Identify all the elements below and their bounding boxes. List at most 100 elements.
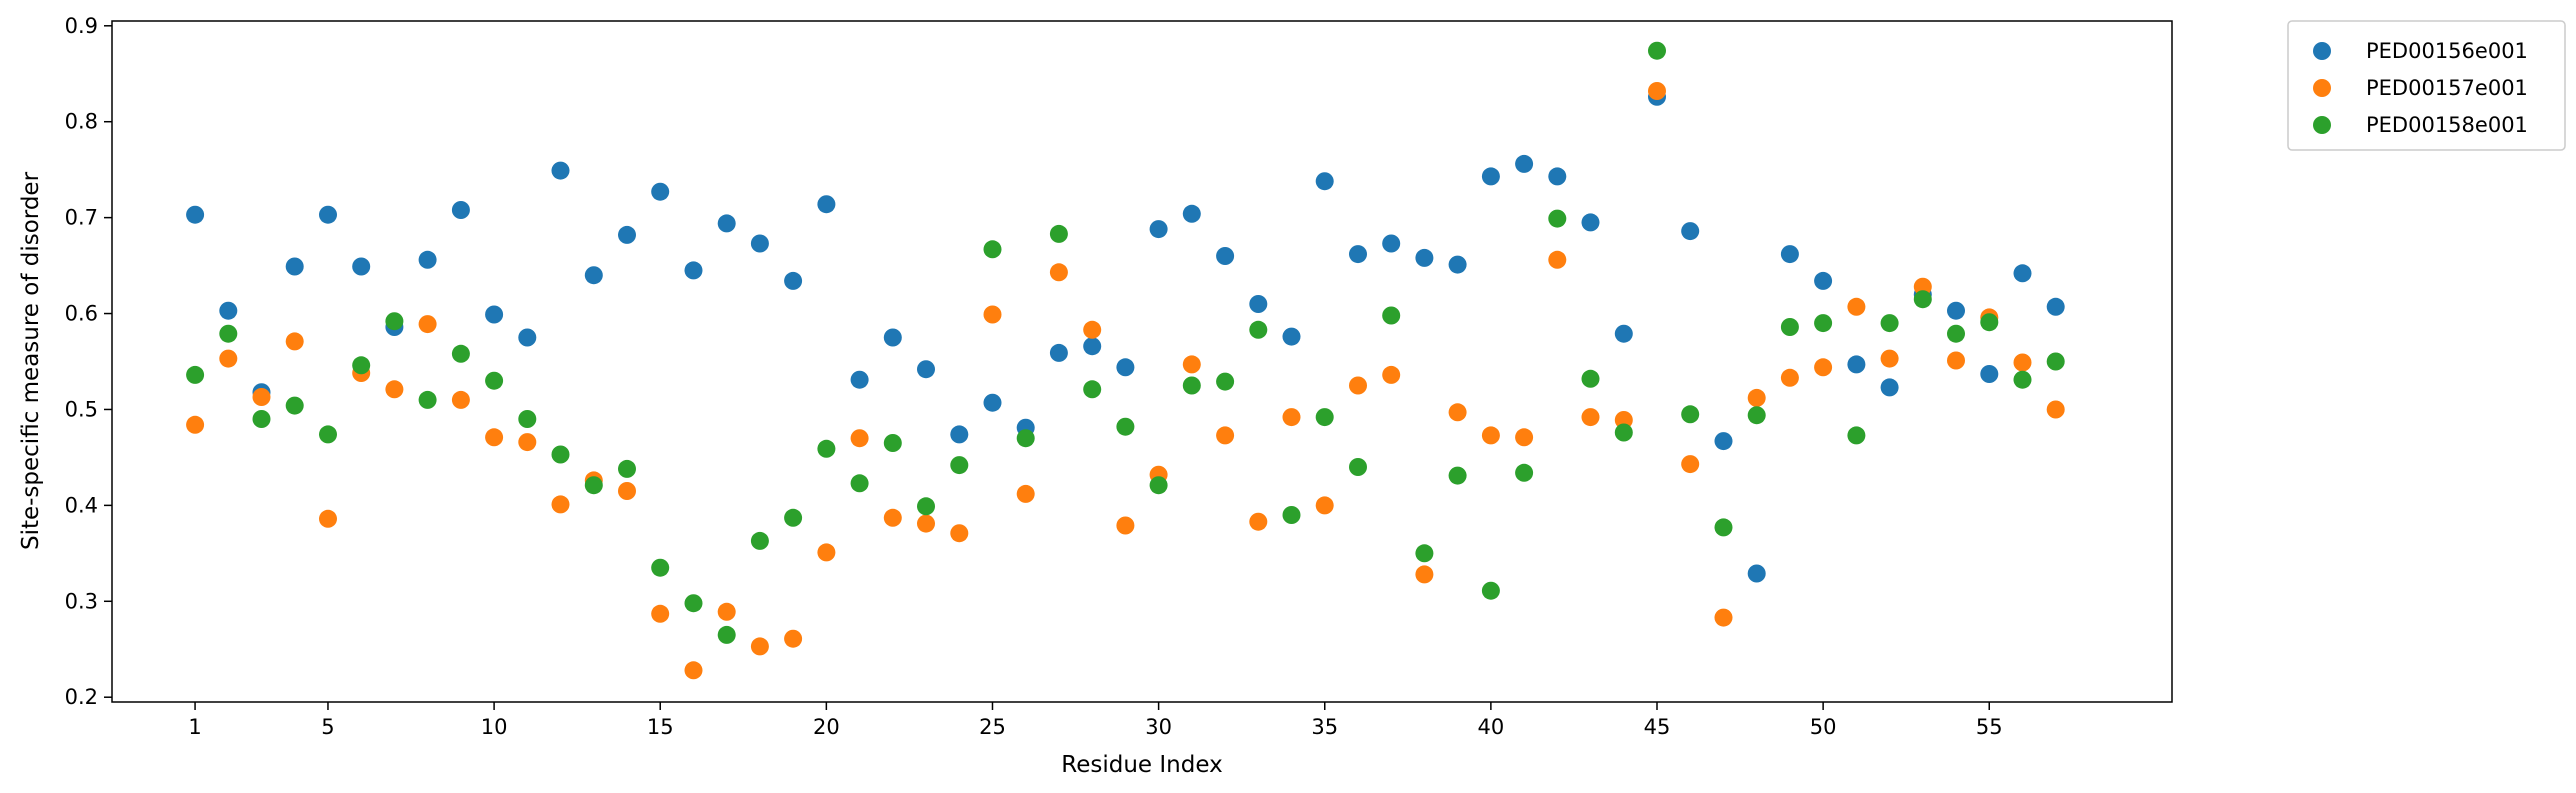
data-point xyxy=(518,328,537,347)
data-point xyxy=(684,594,703,613)
series-PED00158e001 xyxy=(186,41,2065,644)
data-point xyxy=(1681,405,1700,424)
y-tick-label: 0.9 xyxy=(65,14,98,38)
y-tick-label: 0.8 xyxy=(65,110,98,134)
data-point xyxy=(618,459,636,478)
data-point xyxy=(1415,248,1434,267)
data-point xyxy=(850,370,869,389)
data-point xyxy=(252,410,271,428)
data-point xyxy=(2046,400,2065,419)
data-point xyxy=(1515,428,1534,447)
data-point xyxy=(1149,476,1168,495)
data-point xyxy=(1814,314,1833,333)
x-tick-label: 45 xyxy=(1644,715,1671,739)
data-point xyxy=(684,261,703,280)
data-point xyxy=(1315,496,1334,515)
data-point xyxy=(385,312,404,331)
legend-box xyxy=(2287,20,2566,151)
data-point xyxy=(950,524,969,543)
data-point xyxy=(2013,264,2032,283)
data-point xyxy=(883,434,902,452)
data-point xyxy=(1349,245,1367,264)
data-point xyxy=(1149,220,1168,239)
data-point xyxy=(983,393,1002,412)
data-point xyxy=(1947,301,1965,320)
x-tick-label: 15 xyxy=(647,715,674,739)
data-point xyxy=(817,439,836,458)
data-point xyxy=(285,257,304,276)
y-tick-label: 0.7 xyxy=(65,206,98,230)
data-point xyxy=(817,543,836,562)
legend-items: PED00156e001 PED00157e001 PED00158e001 xyxy=(2313,39,2528,137)
data-point xyxy=(618,225,636,244)
data-point xyxy=(651,182,670,201)
data-point xyxy=(1282,506,1301,524)
data-point xyxy=(1349,376,1367,395)
data-point xyxy=(451,201,470,219)
data-point xyxy=(1116,516,1135,535)
data-point xyxy=(1947,324,1965,343)
data-point xyxy=(1847,355,1866,374)
data-point xyxy=(319,205,337,224)
data-point xyxy=(1515,463,1534,482)
data-point xyxy=(2013,353,2032,372)
x-tick-label: 55 xyxy=(1976,715,2003,739)
data-point xyxy=(1648,82,1666,100)
data-point xyxy=(750,637,769,656)
data-point xyxy=(950,425,969,444)
data-point xyxy=(1415,544,1434,563)
data-point xyxy=(917,497,935,516)
data-point xyxy=(1049,343,1068,362)
x-tick-label: 50 xyxy=(1810,715,1837,739)
series-PED00156e001 xyxy=(186,87,2065,583)
data-point xyxy=(551,445,570,464)
data-point xyxy=(1548,167,1567,186)
data-point xyxy=(1681,222,1700,241)
data-point xyxy=(983,305,1002,324)
y-tick-label: 0.3 xyxy=(65,589,98,613)
data-point xyxy=(551,161,570,180)
data-point xyxy=(1315,408,1334,427)
legend-marker xyxy=(2313,79,2331,97)
data-point xyxy=(584,476,603,495)
data-point xyxy=(684,661,703,680)
data-point xyxy=(1182,376,1201,395)
x-tick-label: 1 xyxy=(188,715,201,739)
data-point xyxy=(1581,369,1600,388)
x-tick-label: 40 xyxy=(1478,715,1505,739)
data-point xyxy=(2046,352,2065,371)
x-tick-label: 30 xyxy=(1145,715,1172,739)
data-point xyxy=(1016,429,1035,448)
data-point xyxy=(1681,455,1700,474)
legend-label: PED00156e001 xyxy=(2366,39,2528,63)
data-point xyxy=(252,388,271,406)
data-point xyxy=(1016,484,1035,503)
data-point xyxy=(219,301,238,320)
legend-label: PED00157e001 xyxy=(2366,76,2528,100)
data-point xyxy=(1448,466,1467,485)
legend-marker xyxy=(2313,116,2331,134)
data-point xyxy=(1282,327,1301,346)
data-point xyxy=(1382,306,1401,325)
plot-frame xyxy=(111,20,2173,703)
data-point xyxy=(485,428,504,447)
data-point xyxy=(186,415,205,434)
x-tick-label: 25 xyxy=(979,715,1006,739)
data-point xyxy=(186,205,205,224)
data-point xyxy=(418,390,437,409)
data-point xyxy=(1648,41,1666,60)
data-point xyxy=(1614,423,1633,442)
data-point xyxy=(1847,426,1866,445)
data-point xyxy=(1980,365,1999,383)
data-point xyxy=(1083,320,1102,339)
data-point xyxy=(2013,370,2032,389)
data-point xyxy=(1116,358,1135,377)
data-point xyxy=(385,380,404,399)
data-point xyxy=(219,349,238,368)
data-point xyxy=(584,266,603,285)
data-point xyxy=(1747,388,1766,407)
data-point xyxy=(485,305,504,324)
data-point xyxy=(1714,432,1733,451)
